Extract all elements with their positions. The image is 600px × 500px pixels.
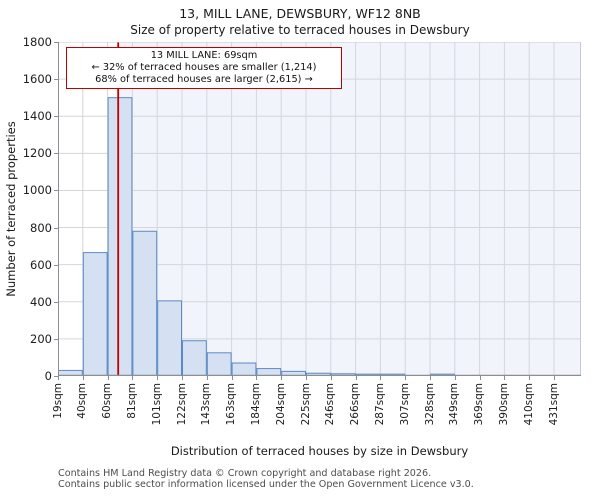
attribution-line-2: Contains public sector information licen… (58, 478, 474, 490)
y-tick-mark (54, 227, 58, 229)
x-tick-mark (82, 376, 84, 380)
histogram-bar (157, 300, 182, 376)
x-tick-mark (281, 376, 283, 380)
x-tick-label: 307sqm (398, 383, 411, 426)
x-tick-mark (355, 376, 357, 380)
attribution-footer: Contains HM Land Registry data © Crown c… (58, 468, 474, 490)
x-tick-label: 60sqm (101, 383, 114, 419)
y-tick-mark (54, 116, 58, 118)
property-annotation-box: 13 MILL LANE: 69sqm ← 32% of terraced ho… (66, 47, 342, 89)
x-tick-label: 390sqm (497, 383, 510, 426)
x-tick-label: 410sqm (522, 383, 535, 426)
x-axis-label: Distribution of terraced houses by size … (170, 444, 469, 458)
y-tick-mark (54, 190, 58, 192)
annotation-smaller-stat: ← 32% of terraced houses are smaller (1,… (91, 61, 317, 73)
x-tick-mark (206, 376, 208, 380)
x-tick-label: 369sqm (473, 383, 486, 426)
annotation-larger-stat: 68% of terraced houses are larger (2,615… (95, 73, 313, 85)
y-tick-mark (54, 376, 58, 377)
y-tick-mark (54, 338, 58, 340)
x-tick-mark (454, 376, 456, 380)
x-tick-mark (256, 376, 258, 380)
y-tick-label: 0 (44, 369, 52, 383)
x-tick-mark (182, 376, 183, 380)
histogram-bar (281, 370, 306, 376)
chart-subtitle: Size of property relative to terraced ho… (130, 23, 470, 37)
x-tick-label: 40sqm (76, 383, 89, 419)
x-tick-label: 349sqm (448, 383, 461, 426)
x-tick-label: 163sqm (225, 383, 238, 426)
chart-title: 13, MILL LANE, DEWSBURY, WF12 8NB (179, 6, 421, 21)
x-tick-mark (430, 376, 431, 380)
x-tick-mark (306, 376, 307, 380)
histogram-bar (231, 362, 257, 376)
x-tick-label: 122sqm (175, 383, 188, 426)
histogram-bar (206, 352, 232, 376)
x-tick-mark (107, 376, 109, 380)
y-tick-mark (54, 264, 58, 266)
x-tick-mark (58, 376, 59, 380)
y-tick-label: 1800 (22, 35, 52, 49)
x-tick-mark (157, 376, 159, 380)
y-tick-label: 200 (30, 331, 52, 346)
x-tick-mark (132, 376, 134, 380)
histogram-plot (58, 42, 581, 376)
y-tick-label: 1000 (22, 183, 52, 198)
x-tick-mark (380, 376, 382, 380)
x-tick-label: 81sqm (125, 383, 138, 419)
x-tick-label: 246sqm (324, 383, 337, 426)
x-tick-mark (504, 376, 506, 380)
x-tick-label: 328sqm (423, 383, 436, 426)
y-tick-label: 800 (30, 220, 52, 235)
histogram-bar (82, 252, 108, 376)
x-tick-mark (231, 376, 233, 380)
x-tick-mark (554, 376, 555, 380)
annotation-title: 13 MILL LANE: 69sqm (150, 50, 258, 61)
x-tick-label: 266sqm (349, 383, 362, 426)
y-tick-label: 1600 (22, 72, 52, 87)
y-tick-mark (54, 153, 58, 155)
histogram-bar (256, 368, 282, 376)
attribution-line-1: Contains HM Land Registry data © Crown c… (58, 468, 432, 479)
y-tick-mark (54, 42, 58, 43)
histogram-bar (107, 97, 133, 376)
x-tick-label: 19sqm (51, 383, 64, 419)
x-tick-label: 204sqm (274, 383, 287, 426)
histogram-bar (132, 230, 158, 376)
y-tick-label: 1400 (22, 109, 52, 124)
x-tick-label: 225sqm (299, 383, 312, 426)
x-tick-label: 143sqm (200, 383, 213, 426)
y-tick-mark (54, 79, 58, 81)
x-tick-mark (405, 376, 407, 380)
histogram-bar (306, 372, 331, 376)
x-tick-label: 431sqm (547, 383, 560, 426)
x-tick-label: 184sqm (249, 383, 262, 426)
y-tick-label: 400 (30, 294, 52, 309)
histogram-bar (182, 340, 207, 376)
x-tick-mark (479, 376, 481, 380)
y-tick-mark (54, 301, 58, 303)
x-tick-label: 287sqm (373, 383, 386, 426)
plot-area (58, 42, 581, 376)
x-tick-mark (330, 376, 332, 380)
x-tick-mark (529, 376, 531, 380)
x-tick-label: 101sqm (150, 383, 163, 426)
y-tick-label: 600 (30, 257, 52, 272)
y-axis-label: Number of terraced properties (4, 121, 18, 297)
y-tick-label: 1200 (22, 146, 52, 161)
larger-region-shading (118, 42, 581, 376)
